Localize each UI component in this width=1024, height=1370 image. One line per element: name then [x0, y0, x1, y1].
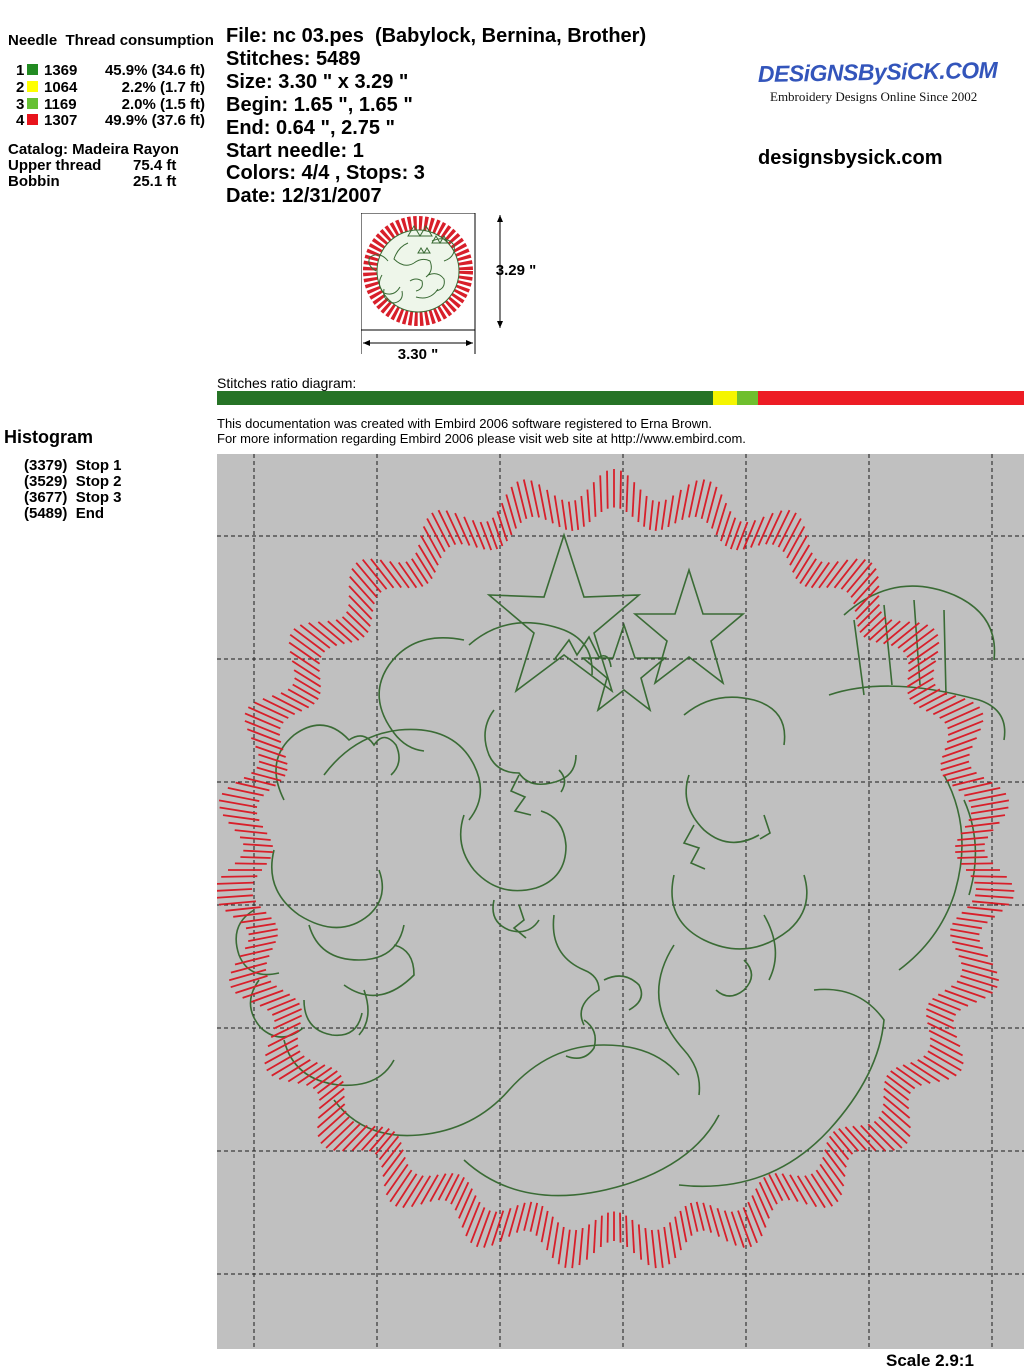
svg-text:DESiGNSBySiCK.COM: DESiGNSBySiCK.COM	[758, 57, 998, 87]
svg-text:3.30 ": 3.30 "	[398, 346, 438, 361]
svg-text:3.29 ": 3.29 "	[496, 262, 536, 279]
